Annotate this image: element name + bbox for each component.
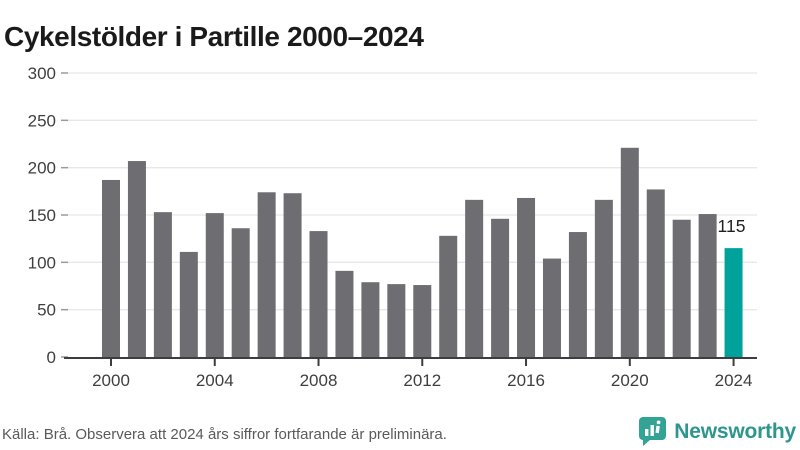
x-axis-label: 2024 bbox=[715, 371, 753, 390]
y-axis-label: 300 bbox=[28, 64, 56, 83]
bar bbox=[257, 192, 276, 357]
source-note: Källa: Brå. Observera att 2024 års siffr… bbox=[2, 426, 447, 443]
bar bbox=[491, 218, 510, 357]
logo-exclaim-bar bbox=[655, 425, 661, 434]
x-axis-label: 2008 bbox=[300, 371, 338, 390]
bar bbox=[127, 161, 146, 357]
bar-chart: 0 50 100 150 200 250 300 2000 2004 2008 2012 2016 20… bbox=[28, 64, 757, 390]
bar bbox=[620, 147, 639, 357]
bar bbox=[517, 197, 536, 357]
chart-bubble-icon bbox=[639, 417, 667, 446]
x-axis-label: 2016 bbox=[507, 371, 545, 390]
footer: Källa: Brå. Observera att 2024 års siffr… bbox=[0, 414, 800, 450]
value-label: 115 bbox=[718, 216, 746, 236]
bar bbox=[698, 214, 717, 357]
bar bbox=[283, 193, 302, 357]
x-axis-label: 2020 bbox=[611, 371, 649, 390]
highlighted-bar bbox=[724, 248, 743, 357]
bar bbox=[387, 284, 406, 357]
bar bbox=[102, 179, 120, 357]
logo-bar-1 bbox=[645, 429, 649, 436]
y-axis-label: 0 bbox=[47, 348, 56, 367]
bar bbox=[413, 285, 432, 357]
y-axis-label: 50 bbox=[37, 301, 56, 320]
x-axis-label: 2000 bbox=[92, 371, 130, 390]
bar bbox=[465, 199, 484, 357]
bar bbox=[179, 251, 198, 357]
bar bbox=[335, 270, 354, 357]
bar bbox=[361, 282, 380, 357]
newsworthy-wordmark: Newsworthy bbox=[674, 419, 796, 443]
logo-exclaim-dot bbox=[656, 420, 661, 425]
x-axis-label: 2004 bbox=[196, 371, 234, 390]
x-axis-label: 2012 bbox=[403, 371, 441, 390]
bar bbox=[594, 199, 613, 357]
y-axis-label: 100 bbox=[28, 253, 56, 272]
logo-bar-2 bbox=[650, 425, 655, 436]
bar bbox=[568, 232, 587, 357]
bar bbox=[205, 213, 224, 357]
bar bbox=[231, 228, 250, 357]
bar bbox=[153, 212, 172, 357]
bar bbox=[672, 219, 691, 357]
page-title: Cykelstölder i Partille 2000–2024 bbox=[4, 20, 424, 52]
newsworthy-logo: Newsworthy bbox=[638, 416, 796, 447]
y-axis-label: 200 bbox=[28, 159, 56, 178]
bar bbox=[646, 189, 665, 357]
y-axis-label: 250 bbox=[28, 111, 56, 130]
bar bbox=[439, 235, 458, 357]
y-axis-label: 150 bbox=[28, 206, 56, 225]
bar bbox=[309, 231, 328, 357]
bar bbox=[542, 258, 561, 357]
